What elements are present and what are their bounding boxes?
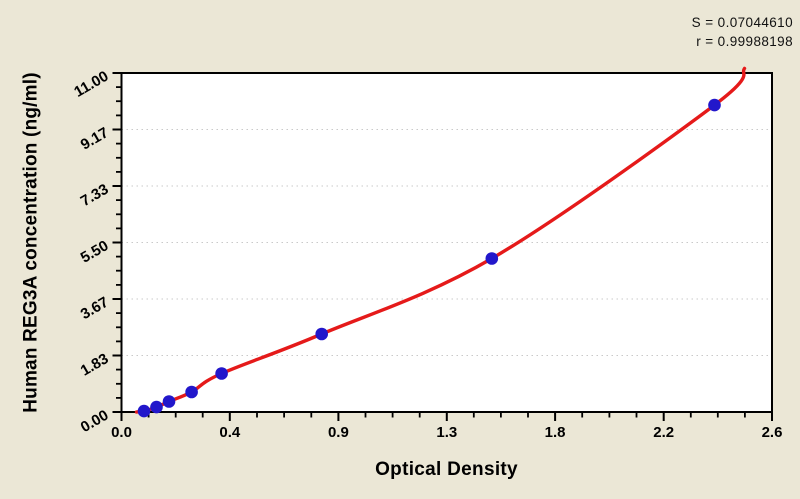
y-tick-label: 5.50 <box>78 237 112 266</box>
x-tick-label: 2.2 <box>653 424 674 441</box>
y-tick-label: 3.67 <box>78 294 112 323</box>
stat-correlation: r = 0.99988198 <box>696 34 793 49</box>
data-point <box>315 327 329 341</box>
data-point <box>162 395 176 408</box>
x-tick-label: 0.4 <box>219 424 241 441</box>
x-tick-label: 1.3 <box>436 424 457 441</box>
y-tick-label: 9.17 <box>78 124 112 153</box>
x-axis-title: Optical Density <box>375 459 518 480</box>
y-tick-label: 7.33 <box>78 181 112 210</box>
fit-statistics: S = 0.07044610 r = 0.99988198 <box>692 13 793 51</box>
x-tick-label: 1.8 <box>545 424 566 441</box>
data-point <box>150 400 163 414</box>
x-tick-label: 2.6 <box>762 424 783 441</box>
y-tick-label: 11.00 <box>71 68 111 101</box>
data-point <box>185 385 198 399</box>
stat-standard-error: S = 0.07044610 <box>691 15 793 30</box>
x-tick-label: 0.0 <box>111 424 132 441</box>
y-tick-label: 0.00 <box>78 407 112 436</box>
y-axis-title: Human REG3A concentration (ng/ml) <box>20 72 42 413</box>
data-point <box>137 404 151 418</box>
y-tick-label: 1.83 <box>78 350 112 379</box>
data-point <box>485 252 499 265</box>
x-tick-label: 0.9 <box>328 424 349 441</box>
data-point <box>708 98 721 112</box>
data-point <box>215 367 228 380</box>
